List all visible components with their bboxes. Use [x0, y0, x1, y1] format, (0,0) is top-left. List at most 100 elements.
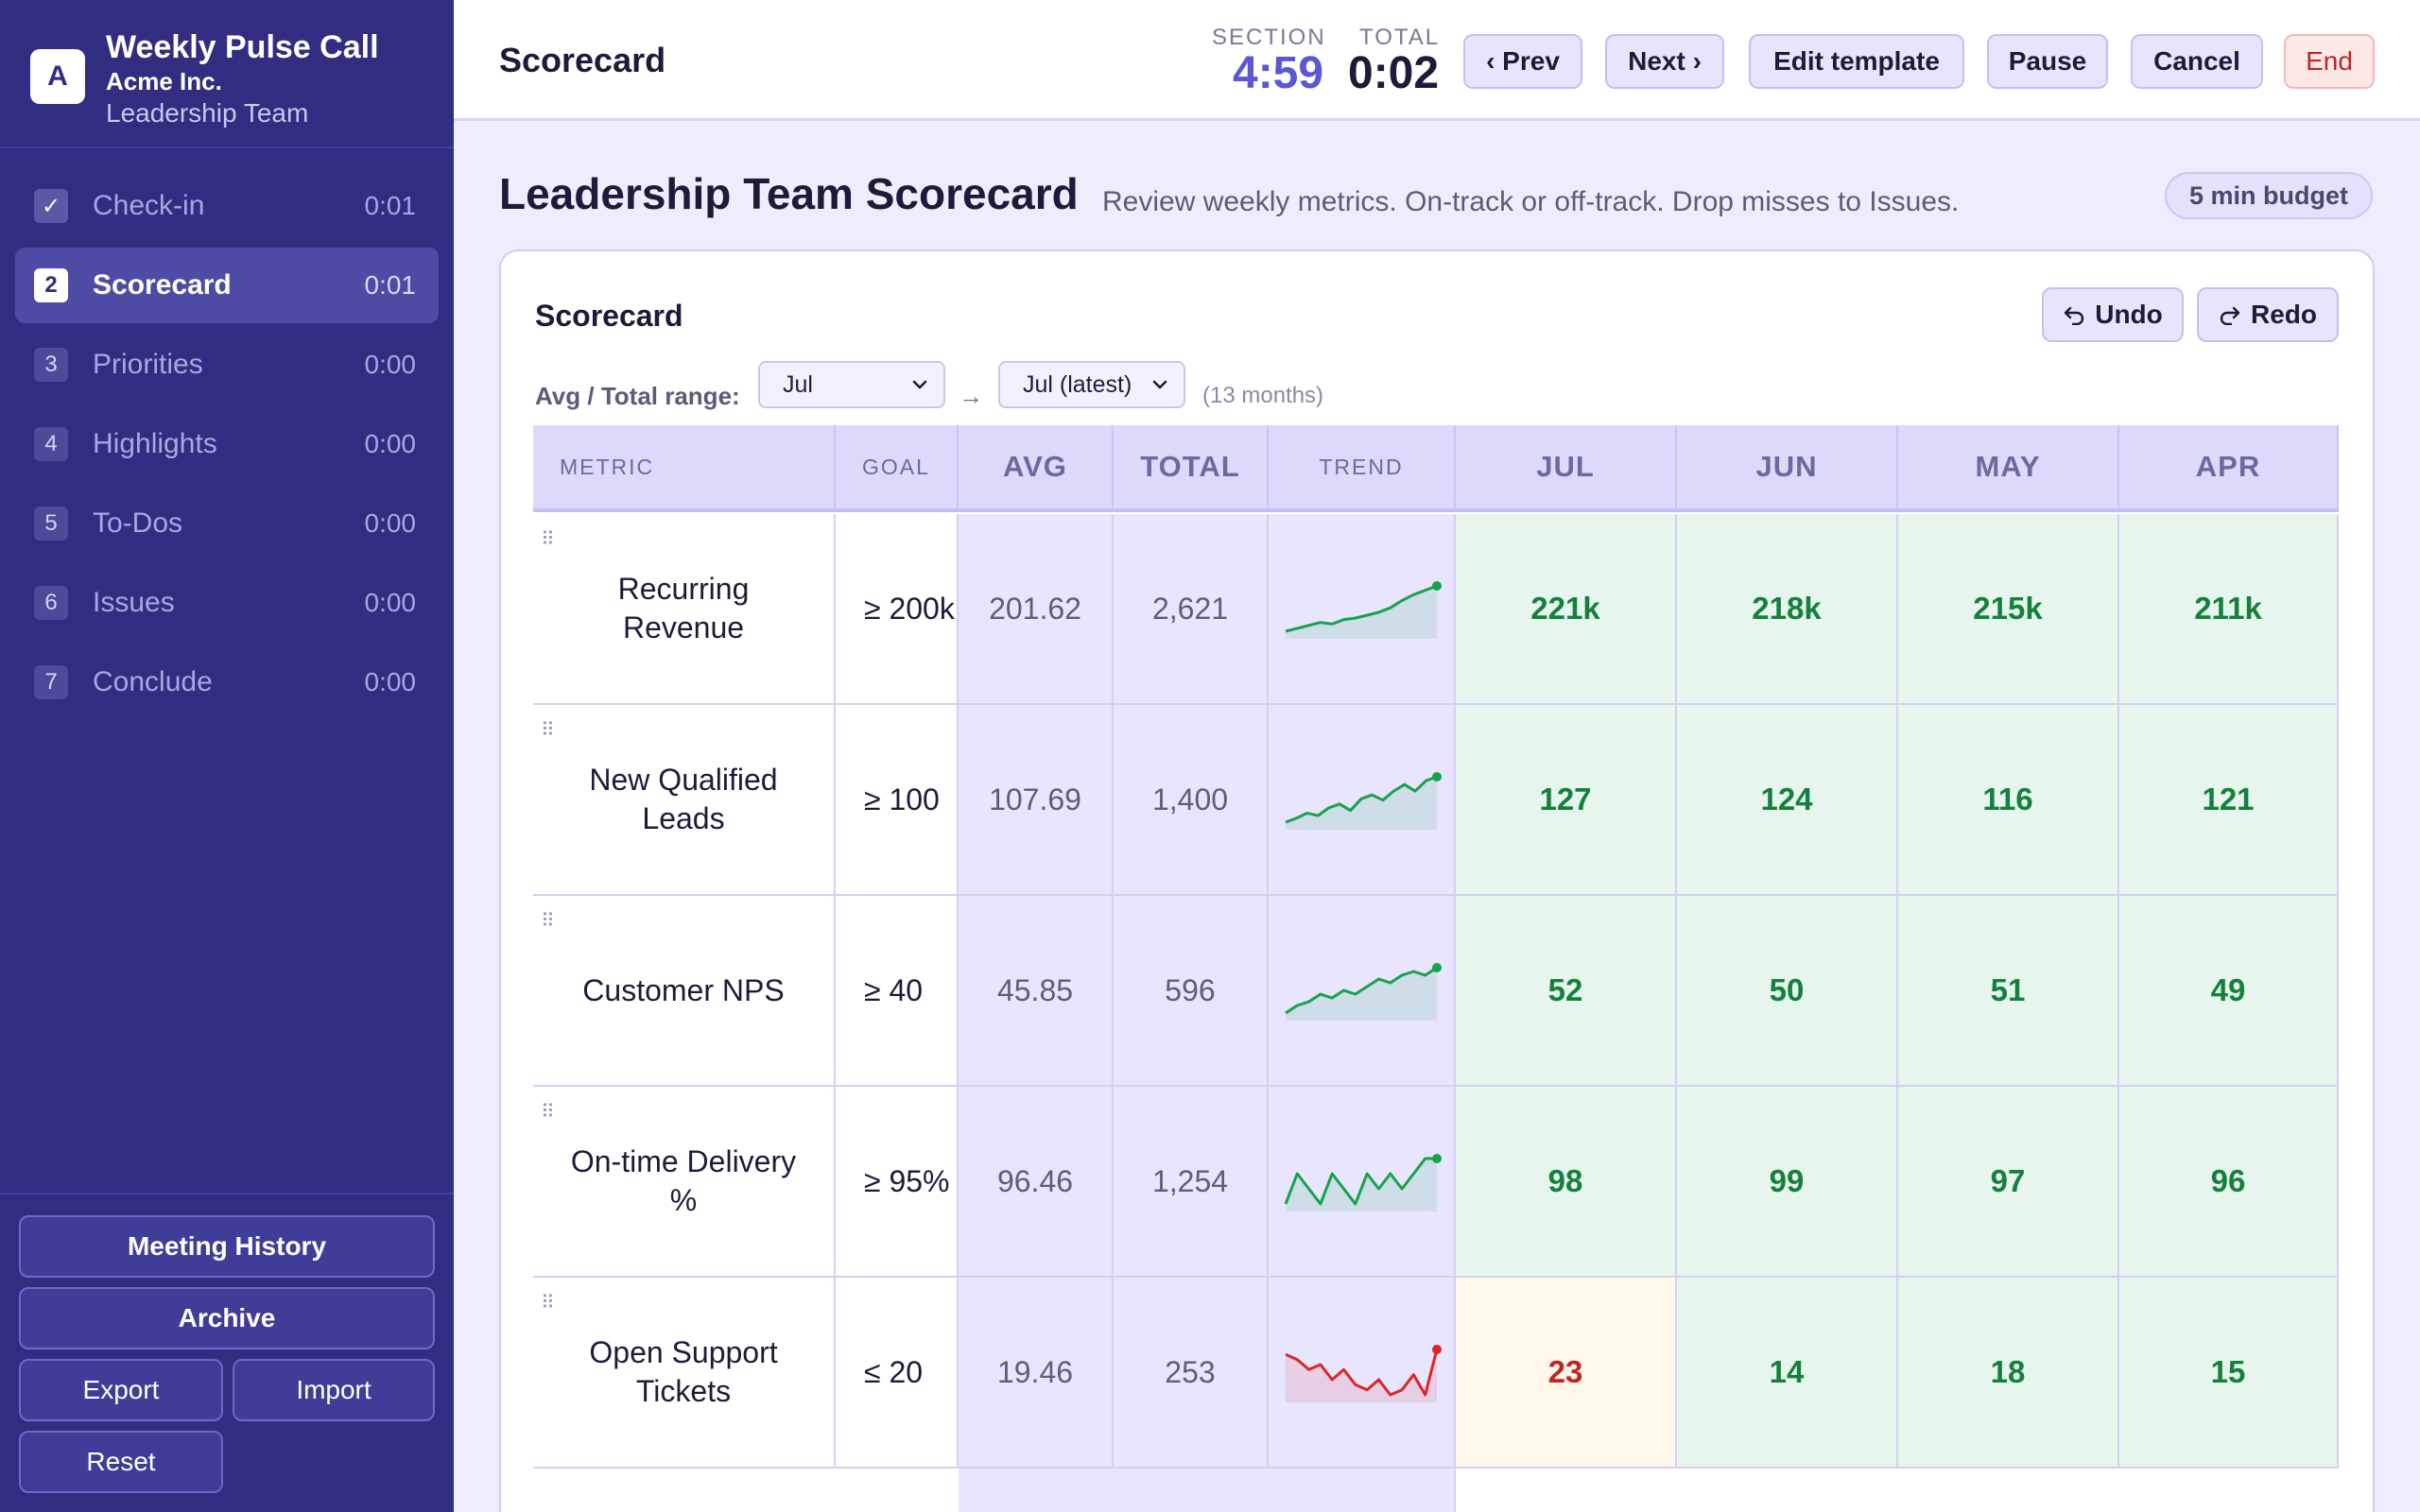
range-from-select[interactable]: Jul	[758, 361, 945, 408]
step-number: 5	[34, 507, 68, 541]
step-number: 2	[34, 268, 68, 302]
section-title: Scorecard	[499, 41, 666, 79]
metric-name-cell[interactable]: ⠿ Recurring Revenue	[533, 514, 836, 705]
drag-handle-icon[interactable]: ⠿	[541, 1102, 555, 1123]
total-cell: 253	[1114, 1278, 1269, 1469]
metric-name-cell[interactable]: ⠿ Open Support Tickets	[533, 1278, 836, 1469]
value-cell-may[interactable]: 116	[1898, 705, 2119, 896]
metric-name-cell[interactable]: ⠿ On-time Delivery %	[533, 1087, 836, 1278]
metric-name: On-time Delivery %	[570, 1144, 797, 1217]
trend-sparkline	[1284, 1154, 1442, 1211]
drag-handle-icon[interactable]: ⠿	[541, 1293, 555, 1314]
meeting-history-button[interactable]: Meeting History	[19, 1215, 435, 1278]
col-header-avg: AVG	[959, 425, 1114, 512]
value-cell-apr[interactable]: 211k	[2119, 514, 2339, 705]
value-cell-jul[interactable]: 127	[1456, 705, 1677, 896]
pause-button[interactable]: Pause	[1987, 34, 2108, 89]
value-cell-apr[interactable]: 49	[2119, 896, 2339, 1087]
total-cell: 1,254	[1114, 1087, 1269, 1278]
sparkline-area	[1286, 777, 1437, 830]
prev-button[interactable]: ‹ Prev	[1463, 34, 1582, 89]
goal-cell[interactable]: ≥ 100	[836, 705, 959, 896]
trend-cell	[1269, 1278, 1456, 1469]
value-cell-jun[interactable]: 14	[1677, 1278, 1898, 1469]
sidebar-item-time: 0:00	[364, 588, 417, 617]
undo-icon	[2065, 306, 2084, 325]
sparkline-area	[1286, 1349, 1437, 1402]
avg-cell: 107.69	[959, 705, 1114, 896]
value-cell-jul[interactable]: 98	[1456, 1087, 1677, 1278]
import-button[interactable]: Import	[233, 1359, 435, 1421]
next-button[interactable]: Next ›	[1605, 34, 1724, 89]
sidebar-item-issues[interactable]: 6 Issues 0:00	[15, 565, 439, 641]
end-meeting-button[interactable]: End	[2284, 34, 2375, 89]
step-number: 3	[34, 348, 68, 382]
sidebar-item-highlights[interactable]: 4 Highlights 0:00	[15, 406, 439, 482]
chevron-down-icon	[1152, 380, 1167, 389]
undo-label: Undo	[2095, 300, 2163, 329]
team-name: Leadership Team	[106, 98, 309, 128]
value-cell-apr[interactable]: 121	[2119, 705, 2339, 896]
value-cell-jun[interactable]: 50	[1677, 896, 1898, 1087]
col-header-apr[interactable]: APR	[2119, 425, 2339, 512]
sidebar-item-scorecard[interactable]: 2 Scorecard 0:01	[15, 248, 439, 323]
goal-cell[interactable]: ≥ 95%	[836, 1087, 959, 1278]
brand-header: A Weekly Pulse Call Acme Inc. Leadership…	[0, 0, 454, 148]
sidebar-item-check-in[interactable]: ✓ Check-in 0:01	[15, 168, 439, 244]
goal-cell[interactable]: ≤ 20	[836, 1278, 959, 1469]
goal-cell[interactable]: ≥ 40	[836, 896, 959, 1087]
drag-handle-icon[interactable]: ⠿	[541, 911, 555, 932]
range-label: Avg / Total range:	[535, 382, 740, 410]
value-cell-apr[interactable]: 96	[2119, 1087, 2339, 1278]
value-cell-jul[interactable]: 52	[1456, 896, 1677, 1087]
value-cell-jun[interactable]: 99	[1677, 1087, 1898, 1278]
sidebar-item-time: 0:01	[364, 270, 417, 300]
sidebar: A Weekly Pulse Call Acme Inc. Leadership…	[0, 0, 454, 1512]
total-timer: 0:02	[1348, 48, 1440, 98]
sparkline-line	[1285, 775, 1438, 824]
sparkline-latest-point	[1432, 1345, 1442, 1354]
value-cell-may[interactable]: 18	[1898, 1278, 2119, 1469]
col-header-total: TOTAL	[1114, 425, 1269, 512]
sparkline-latest-point	[1432, 772, 1442, 782]
value-cell-jul[interactable]: 23	[1456, 1278, 1677, 1469]
table-overflow-band	[959, 1469, 1456, 1512]
range-to-select[interactable]: Jul (latest)	[998, 361, 1185, 408]
col-header-trend: TREND	[1269, 425, 1456, 512]
sidebar-item-to-dos[interactable]: 5 To-Dos 0:00	[15, 486, 439, 561]
redo-label: Redo	[2251, 300, 2317, 329]
value-cell-apr[interactable]: 15	[2119, 1278, 2339, 1469]
value-cell-may[interactable]: 97	[1898, 1087, 2119, 1278]
total-timer-label: TOTAL	[1359, 25, 1441, 50]
undo-button[interactable]: Undo	[2042, 287, 2184, 342]
reset-button[interactable]: Reset	[19, 1431, 223, 1493]
archive-button[interactable]: Archive	[19, 1287, 435, 1349]
drag-handle-icon[interactable]: ⠿	[541, 529, 555, 550]
value-cell-may[interactable]: 215k	[1898, 514, 2119, 705]
value-cell-jun[interactable]: 218k	[1677, 514, 1898, 705]
export-button[interactable]: Export	[19, 1359, 223, 1421]
col-header-metric: METRIC	[533, 425, 836, 512]
sidebar-item-priorities[interactable]: 3 Priorities 0:00	[15, 327, 439, 403]
metric-name-cell[interactable]: ⠿ Customer NPS	[533, 896, 836, 1087]
col-header-jul[interactable]: JUL	[1456, 425, 1677, 512]
edit-template-button[interactable]: Edit template	[1749, 34, 1964, 89]
sparkline-latest-point	[1432, 1154, 1442, 1163]
value-cell-jun[interactable]: 124	[1677, 705, 1898, 896]
step-number: 7	[34, 665, 68, 699]
sidebar-item-time: 0:00	[364, 508, 417, 538]
col-header-may[interactable]: MAY	[1898, 425, 2119, 512]
section-timer-label: SECTION	[1212, 25, 1326, 50]
goal-cell[interactable]: ≥ 200k	[836, 514, 959, 705]
step-number: 4	[34, 427, 68, 461]
value-cell-may[interactable]: 51	[1898, 896, 2119, 1087]
metric-name: Recurring Revenue	[617, 572, 750, 644]
value-cell-jul[interactable]: 221k	[1456, 514, 1677, 705]
sidebar-item-conclude[interactable]: 7 Conclude 0:00	[15, 644, 439, 720]
redo-button[interactable]: Redo	[2197, 287, 2339, 342]
drag-handle-icon[interactable]: ⠿	[541, 720, 555, 741]
sparkline-line	[1285, 966, 1438, 1015]
cancel-button[interactable]: Cancel	[2131, 34, 2263, 89]
metric-name-cell[interactable]: ⠿ New Qualified Leads	[533, 705, 836, 896]
col-header-jun[interactable]: JUN	[1677, 425, 1898, 512]
